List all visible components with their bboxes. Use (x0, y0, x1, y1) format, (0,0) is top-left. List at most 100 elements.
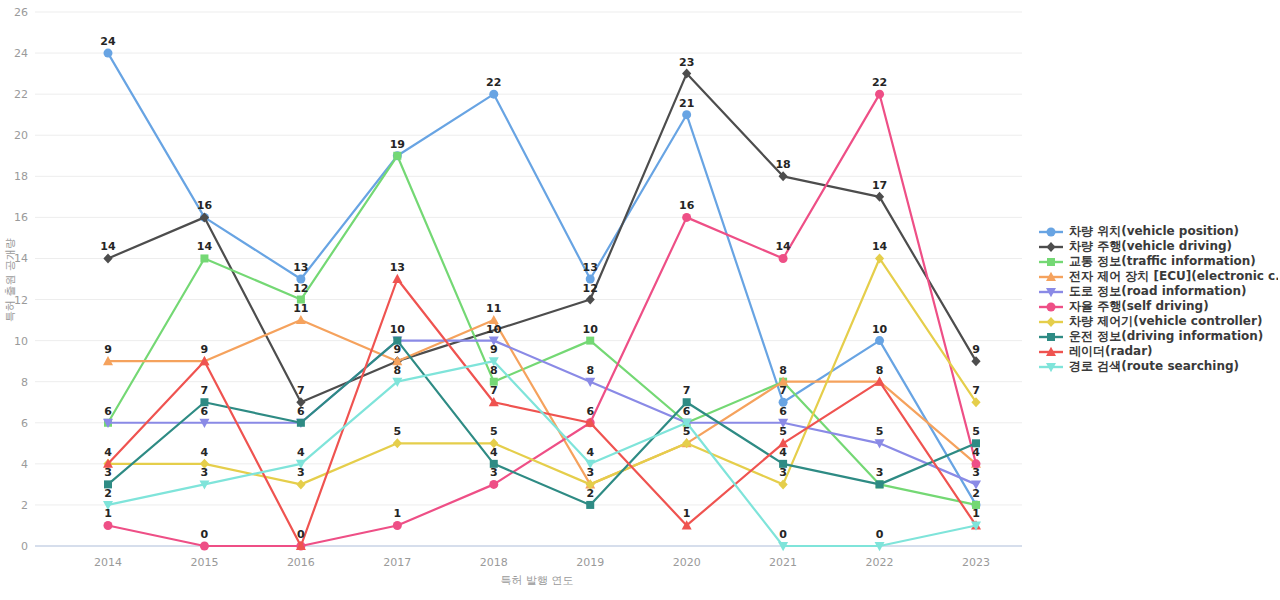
y-tick-label: 16 (14, 211, 28, 224)
data-point-label: 3 (490, 466, 498, 479)
data-point-label: 5 (683, 425, 691, 438)
data-point (875, 336, 884, 345)
data-point-label: 3 (104, 466, 112, 479)
line-chart-container: 0246810121416182022242620142015201620172… (0, 0, 1280, 600)
legend-item-9[interactable]: 경로 검색(route searching) (1038, 359, 1278, 374)
data-point-label: 14 (872, 240, 888, 253)
data-point (103, 253, 112, 263)
x-tick-label: 2017 (383, 556, 411, 569)
legend-item-1[interactable]: 차량 주행(vehicle driving) (1038, 239, 1278, 254)
legend-marker-icon (1038, 226, 1064, 238)
legend-marker-icon (1038, 331, 1064, 343)
legend-marker-icon (1038, 361, 1064, 373)
data-point-label: 10 (583, 323, 599, 336)
data-point-label: 17 (872, 179, 887, 192)
data-point (682, 110, 691, 119)
data-point-label: 3 (972, 466, 980, 479)
data-point-label: 3 (297, 466, 305, 479)
x-tick-label: 2019 (576, 556, 604, 569)
data-point (104, 521, 113, 530)
data-point-label: 6 (297, 405, 305, 418)
legend-item-6[interactable]: 차량 제어기(vehicle controller) (1038, 314, 1278, 329)
data-point-label: 13 (293, 261, 308, 274)
legend-item-2[interactable]: 교통 정보(traffic information) (1038, 254, 1278, 269)
data-point-label: 3 (201, 466, 209, 479)
legend-item-0[interactable]: 차량 위치(vehicle position) (1038, 224, 1278, 239)
series-5 (104, 90, 981, 551)
data-point-label: 8 (779, 364, 787, 377)
data-point (393, 521, 402, 530)
legend-item-3[interactable]: 전자 제어 장치 [ECU](electronic c... (1038, 269, 1278, 284)
data-point-label: 2 (972, 487, 980, 500)
data-point-label: 0 (876, 528, 884, 541)
legend-marker-icon (1038, 271, 1064, 283)
data-point-label: 5 (490, 425, 498, 438)
legend-item-5[interactable]: 자율 주행(self driving) (1038, 299, 1278, 314)
data-point-label: 1 (394, 507, 402, 520)
data-point-label: 9 (972, 343, 980, 356)
data-point-label: 14 (775, 240, 791, 253)
data-point (296, 315, 306, 324)
data-point (586, 501, 594, 509)
data-point (200, 254, 208, 262)
legend-marker-icon (1038, 241, 1064, 253)
y-tick-label: 6 (21, 417, 28, 430)
data-point-label: 0 (779, 528, 787, 541)
y-tick-label: 24 (14, 47, 28, 60)
data-point-label: 11 (293, 302, 308, 315)
data-point-label: 7 (779, 384, 787, 397)
data-point-label: 5 (972, 425, 980, 438)
data-point-label: 8 (394, 364, 402, 377)
data-point-label: 0 (297, 528, 305, 541)
x-axis-title: 특허 발행 연도 (501, 574, 574, 587)
data-point-label: 9 (201, 343, 209, 356)
data-point-label: 6 (683, 405, 691, 418)
legend-item-4[interactable]: 도로 정보(road information) (1038, 284, 1278, 299)
data-point-label: 6 (586, 405, 594, 418)
data-point-label: 13 (583, 261, 598, 274)
grid-layer: 0246810121416182022242620142015201620172… (14, 6, 1022, 569)
data-point-label: 0 (201, 528, 209, 541)
data-point-label: 24 (100, 35, 116, 48)
data-point-label: 13 (390, 261, 405, 274)
data-point-label: 7 (972, 384, 980, 397)
legend-item-label: 전자 제어 장치 [ECU](electronic c... (1069, 269, 1278, 284)
x-tick-label: 2018 (480, 556, 508, 569)
data-point (200, 542, 209, 551)
legend-item-label: 운전 정보(driving information) (1069, 329, 1263, 344)
y-tick-label: 8 (21, 376, 28, 389)
chart-legend: 차량 위치(vehicle position)차량 주행(vehicle dri… (1038, 224, 1278, 374)
data-point-label: 16 (197, 199, 213, 212)
legend-item-8[interactable]: 레이더(radar) (1038, 344, 1278, 359)
legend-item-label: 자율 주행(self driving) (1069, 299, 1209, 314)
data-point-label: 2 (586, 487, 594, 500)
data-point (875, 90, 884, 99)
x-tick-label: 2014 (94, 556, 122, 569)
y-tick-label: 26 (14, 6, 28, 19)
data-point-label: 10 (390, 323, 406, 336)
data-point (489, 90, 498, 99)
data-point (586, 337, 594, 345)
y-tick-label: 18 (14, 170, 28, 183)
data-point-label: 18 (775, 158, 790, 171)
data-point-label: 7 (297, 384, 305, 397)
data-point-label: 1 (683, 507, 691, 520)
data-point-label: 3 (779, 466, 787, 479)
data-point-label: 19 (390, 138, 405, 151)
series-line (108, 258, 976, 484)
data-point-label: 22 (486, 76, 501, 89)
data-point (489, 480, 498, 489)
y-tick-label: 2 (21, 499, 28, 512)
legend-item-label: 차량 제어기(vehicle controller) (1069, 314, 1262, 329)
legend-item-label: 경로 검색(route searching) (1069, 359, 1239, 374)
data-point-label: 4 (779, 446, 787, 459)
legend-item-7[interactable]: 운전 정보(driving information) (1038, 329, 1278, 344)
series-0 (104, 49, 981, 510)
data-point-label: 2 (104, 487, 112, 500)
data-point-label: 9 (490, 343, 498, 356)
legend-marker-icon (1038, 286, 1064, 298)
data-point-label: 6 (779, 405, 787, 418)
data-point-label: 4 (586, 446, 594, 459)
data-point (393, 438, 402, 448)
data-point-label: 8 (586, 364, 594, 377)
